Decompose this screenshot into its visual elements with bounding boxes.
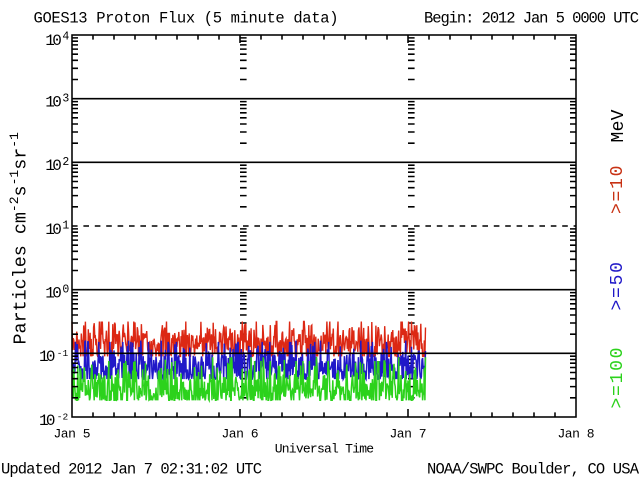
svg-text:-2: -2: [57, 412, 69, 423]
svg-text:Updated 2012 Jan 7 02:31:02 U: Updated 2012 Jan 7 02:31:02 UTC: [1, 461, 262, 479]
svg-text:Universal Time: Universal Time: [275, 441, 374, 456]
svg-text:MeV: MeV: [609, 109, 629, 142]
svg-text:-1: -1: [57, 348, 69, 359]
svg-text:>=50: >=50: [608, 262, 628, 311]
svg-text:10: 10: [45, 93, 62, 111]
svg-text:10: 10: [39, 412, 56, 430]
svg-text:10: 10: [39, 348, 56, 366]
svg-text:10: 10: [45, 221, 62, 239]
svg-text:GOES13 Proton Flux (5 minute d: GOES13 Proton Flux (5 minute data): [34, 10, 339, 28]
svg-text:10: 10: [45, 284, 62, 302]
svg-text:2: 2: [62, 156, 69, 169]
svg-text:Jan 7: Jan 7: [390, 426, 427, 441]
svg-text:10: 10: [45, 157, 62, 175]
svg-text:Jan 5: Jan 5: [54, 426, 91, 441]
svg-text:4: 4: [62, 31, 69, 44]
svg-text:NOAA/SWPC Boulder, CO USA: NOAA/SWPC Boulder, CO USA: [427, 461, 640, 479]
svg-text:0: 0: [62, 283, 69, 296]
svg-text:>=100: >=100: [608, 348, 628, 409]
svg-text:10: 10: [45, 32, 62, 50]
svg-text:Jan 6: Jan 6: [222, 426, 259, 441]
svg-text:>=10: >=10: [608, 166, 628, 215]
svg-text:Particles cm-2s-1sr-1: Particles cm-2s-1sr-1: [7, 132, 32, 345]
svg-text:1: 1: [62, 220, 69, 233]
svg-text:Jan 8: Jan 8: [558, 426, 595, 441]
svg-text:3: 3: [62, 92, 69, 105]
svg-text:Begin: 2012 Jan 5 0000 UTC: Begin: 2012 Jan 5 0000 UTC: [424, 10, 639, 28]
